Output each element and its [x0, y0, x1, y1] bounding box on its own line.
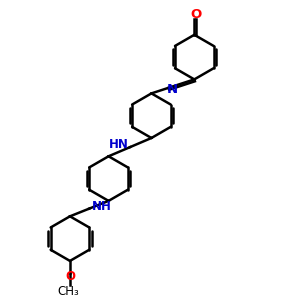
Text: O: O [65, 270, 75, 284]
Text: NH: NH [92, 200, 112, 213]
Text: CH₃: CH₃ [58, 285, 80, 298]
Text: N: N [167, 83, 178, 96]
Text: HN: HN [109, 138, 129, 151]
Text: O: O [191, 8, 202, 21]
